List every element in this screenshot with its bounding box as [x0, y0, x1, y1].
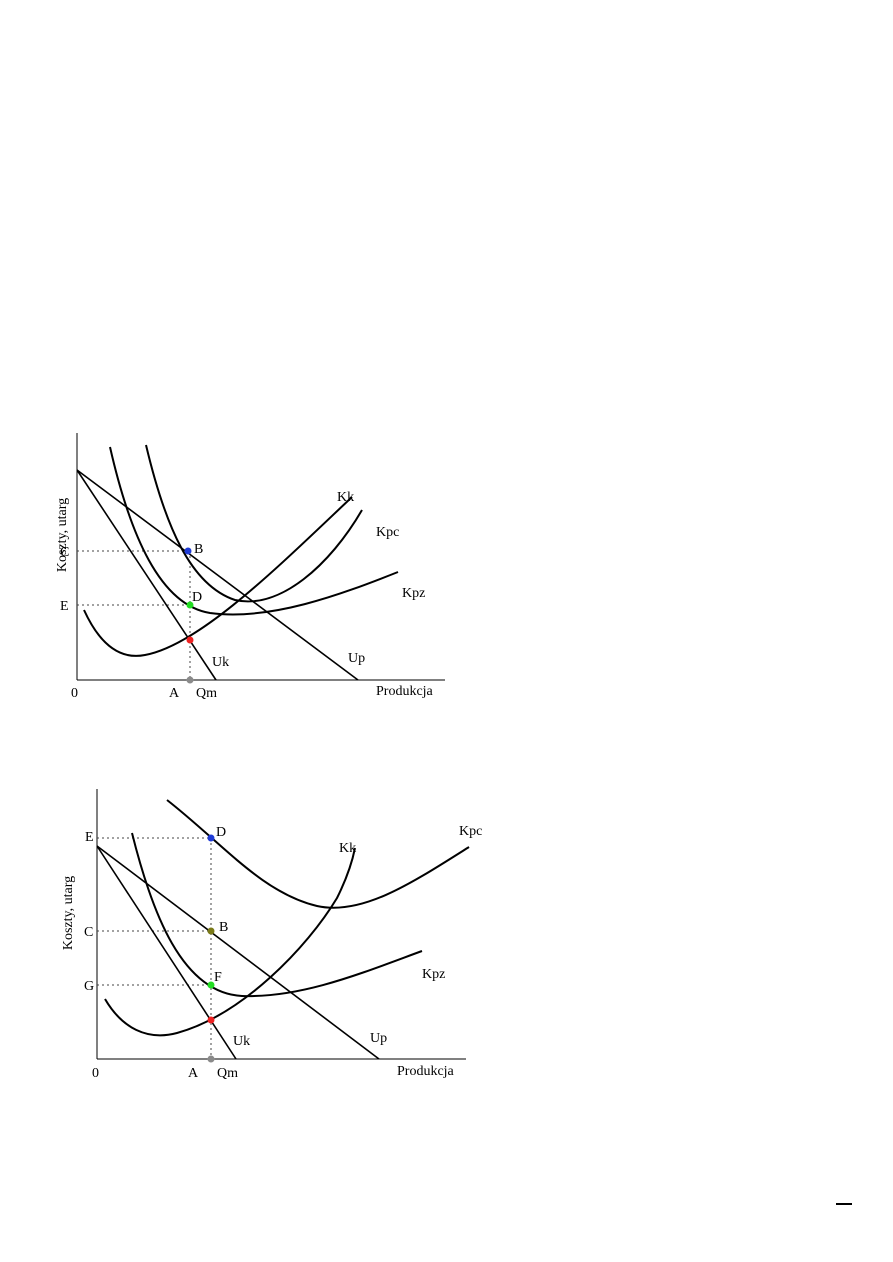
origin-label: 0: [92, 1066, 99, 1081]
y-tick-C: C: [60, 545, 69, 560]
x-axis-label: Produkcja: [397, 1064, 455, 1079]
label-Up: Up: [370, 1031, 387, 1046]
x-tick-A: A: [188, 1066, 199, 1081]
curve-Kk: [83, 496, 353, 657]
point-intersection-marker: [186, 636, 194, 644]
y-axis-label: Koszty, utarg: [55, 498, 70, 572]
curve-Up: [76, 469, 359, 681]
label-Uk: Uk: [212, 655, 229, 670]
point-F-marker: [207, 981, 215, 989]
x-tick-A: A: [169, 686, 180, 701]
y-axis-label: Koszty, utarg: [61, 876, 76, 950]
curve-Kpz: [131, 832, 423, 998]
curve-Kpc: [166, 799, 470, 909]
y-tick-E: E: [85, 830, 94, 845]
curve-Kpz: [109, 446, 399, 616]
point-D-marker: [207, 834, 215, 842]
curve-Kk: [104, 847, 356, 1037]
label-Kpc: Kpc: [376, 525, 399, 540]
point-D-marker: [186, 601, 194, 609]
point-B-marker: [207, 927, 215, 935]
label-Kpc: Kpc: [459, 824, 482, 839]
label-Kk: Kk: [337, 490, 354, 505]
point-B-label: B: [194, 542, 203, 557]
figure-2-profit-chart: Koszty, utarg Produkcja 0 E C G A Qm D B…: [52, 783, 522, 1083]
point-intersection-marker: [207, 1016, 215, 1024]
figure-1-svg: Koszty, utarg Produkcja 0 C E A Qm B D K…: [55, 433, 445, 701]
y-tick-E: E: [60, 599, 69, 614]
x-axis-label: Produkcja: [376, 684, 434, 699]
point-F-label: F: [214, 970, 222, 985]
label-Kk: Kk: [339, 841, 356, 856]
y-tick-G: G: [84, 979, 94, 994]
label-Uk: Uk: [233, 1034, 250, 1049]
point-A-marker: [186, 676, 194, 684]
point-B-marker: [184, 547, 192, 555]
curve-Up: [96, 845, 380, 1060]
point-B-label: B: [219, 920, 228, 935]
figure-2-svg: Koszty, utarg Produkcja 0 E C G A Qm D B…: [61, 789, 482, 1081]
curve-Kpc: [145, 444, 363, 603]
label-Kpz: Kpz: [422, 967, 445, 982]
point-A-marker: [207, 1055, 215, 1063]
x-tick-Qm: Qm: [196, 686, 217, 701]
origin-label: 0: [71, 686, 78, 701]
page-marker: [836, 1203, 852, 1205]
figure-1-profit-chart: Koszty, utarg Produkcja 0 C E A Qm B D K…: [40, 425, 460, 710]
label-Up: Up: [348, 651, 365, 666]
curve-Uk: [96, 845, 237, 1060]
y-tick-C: C: [84, 925, 93, 940]
point-D-label: D: [192, 590, 202, 605]
x-tick-Qm: Qm: [217, 1066, 238, 1081]
label-Kpz: Kpz: [402, 586, 425, 601]
curve-Uk: [76, 469, 217, 681]
point-D-label: D: [216, 825, 226, 840]
